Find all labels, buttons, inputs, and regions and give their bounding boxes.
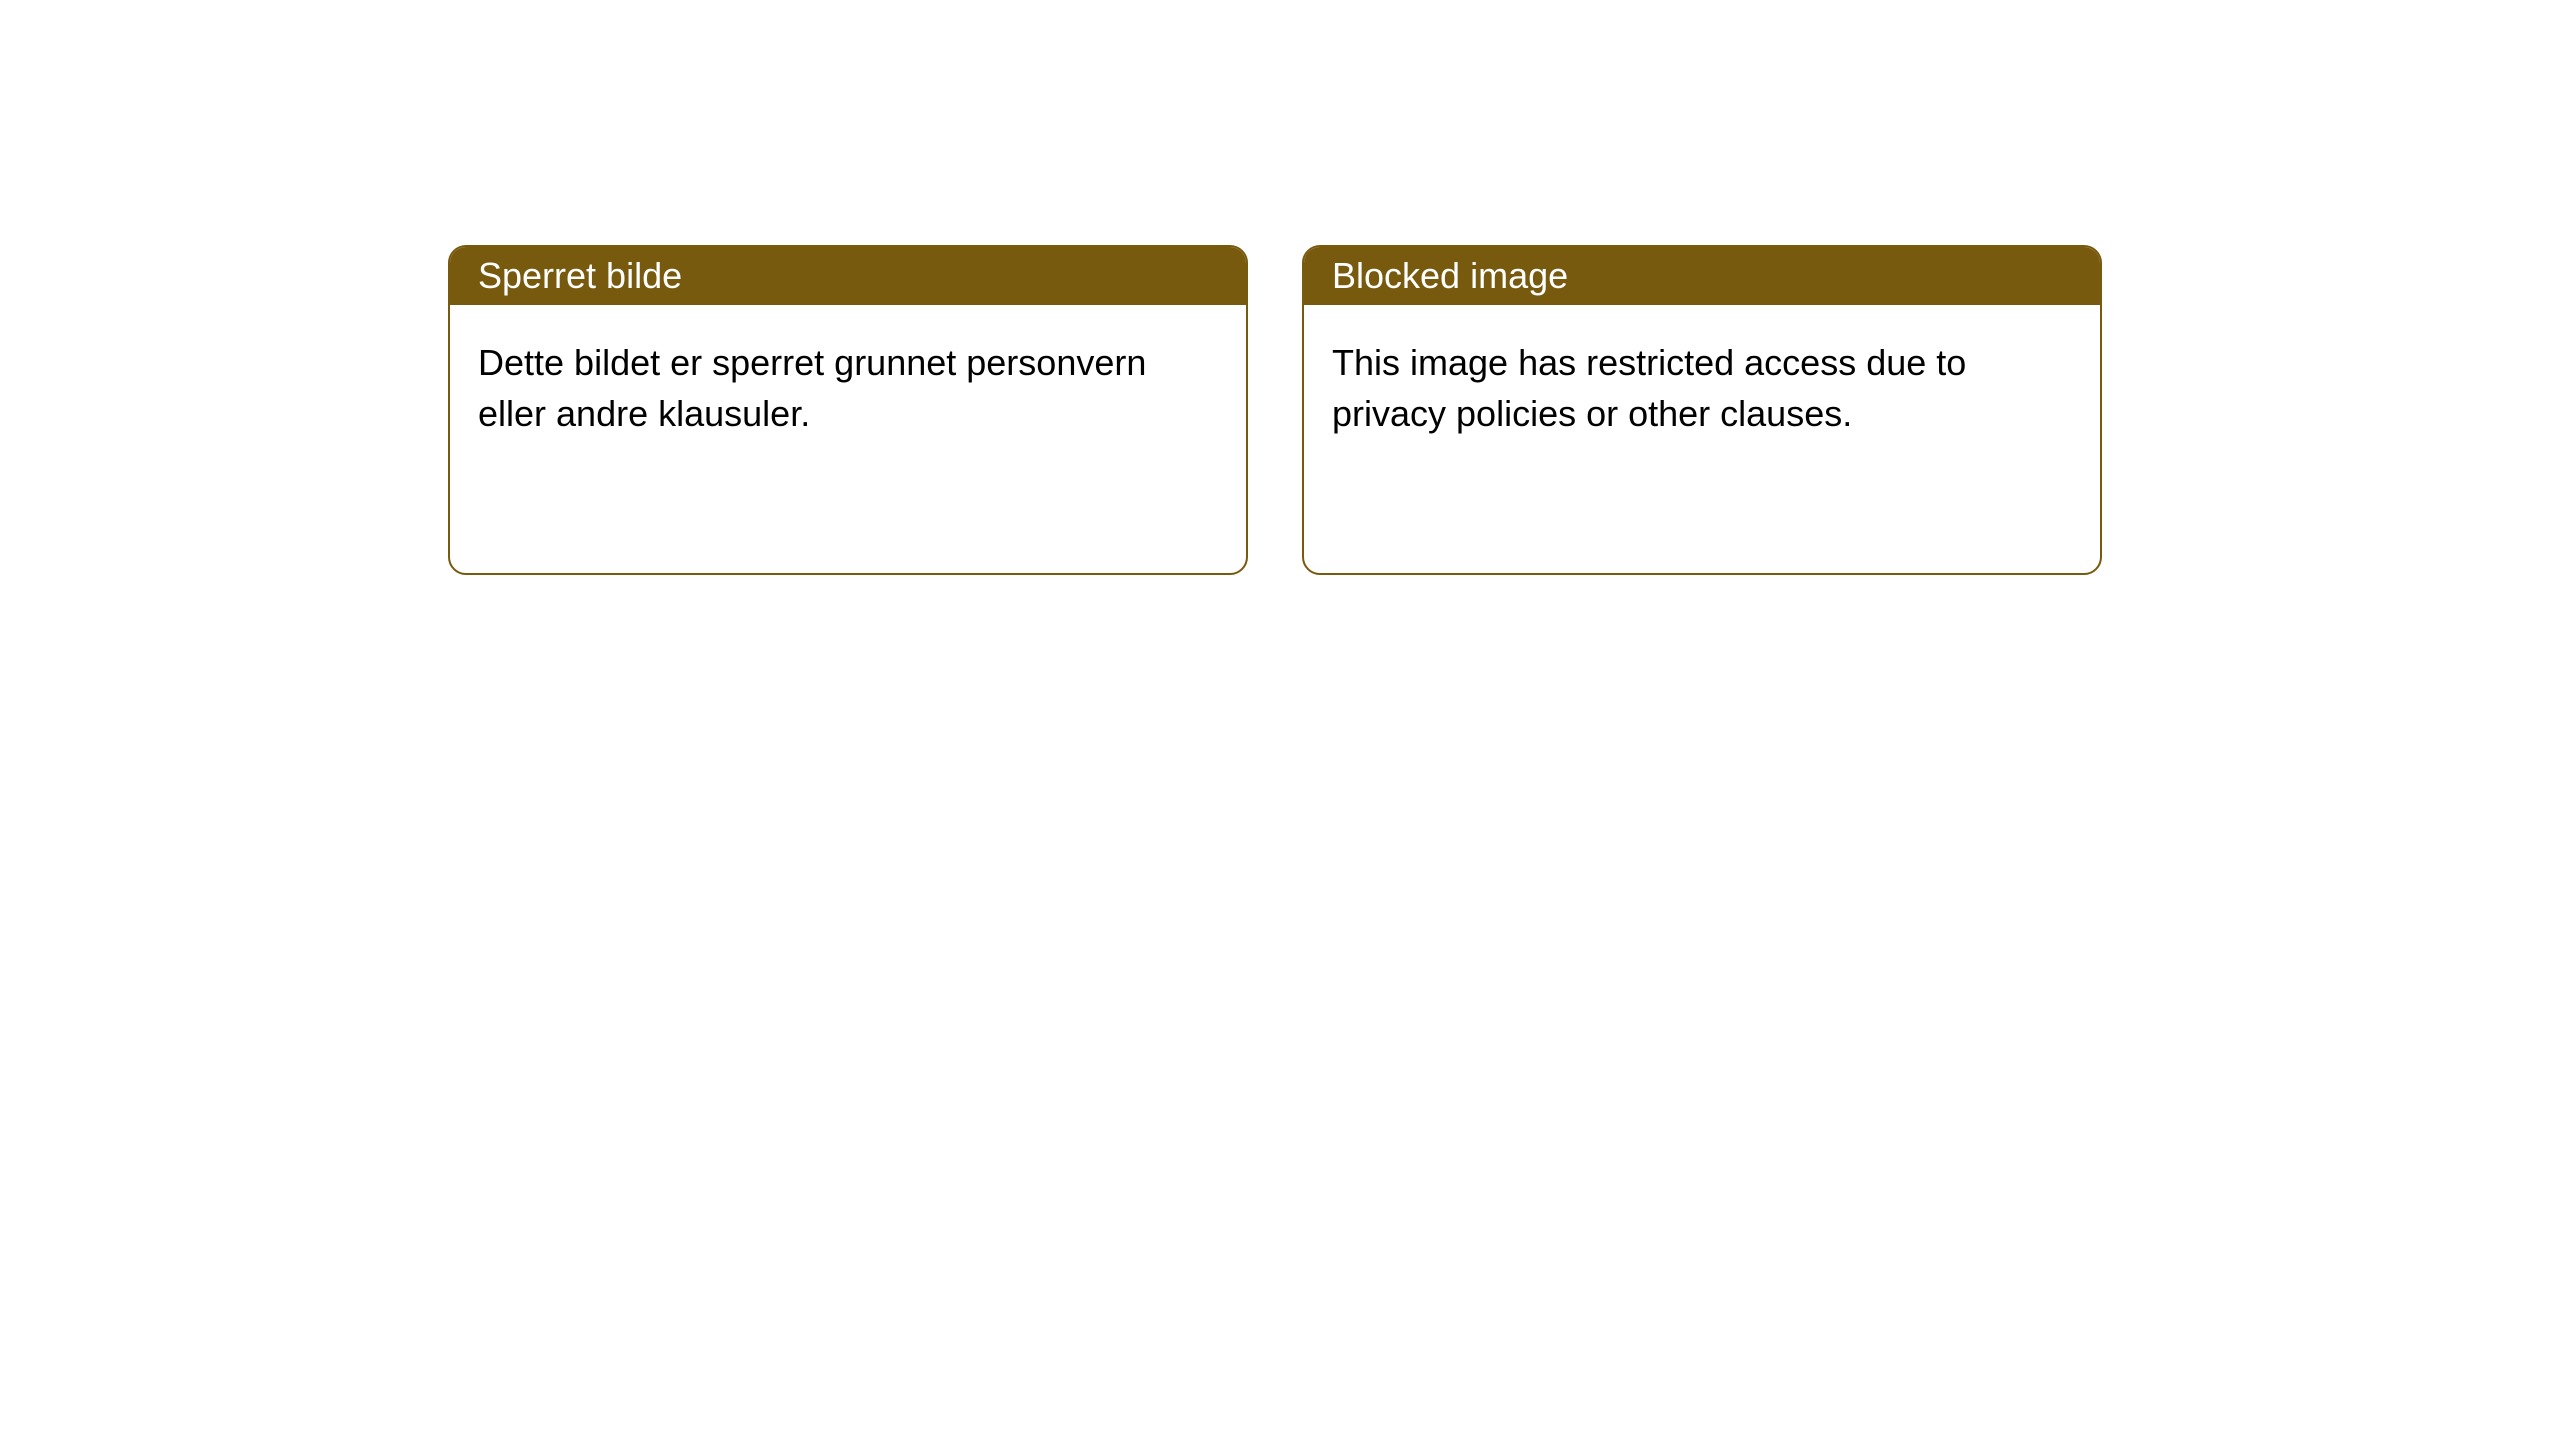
notice-message: Dette bildet er sperret grunnet personve…: [478, 342, 1146, 434]
notice-title: Blocked image: [1332, 255, 1568, 296]
notice-header: Sperret bilde: [450, 247, 1246, 305]
notice-card-english: Blocked image This image has restricted …: [1302, 245, 2102, 575]
notice-message: This image has restricted access due to …: [1332, 342, 1966, 434]
notice-body: Dette bildet er sperret grunnet personve…: [450, 305, 1246, 471]
notice-title: Sperret bilde: [478, 255, 682, 296]
notice-card-norwegian: Sperret bilde Dette bildet er sperret gr…: [448, 245, 1248, 575]
notice-container: Sperret bilde Dette bildet er sperret gr…: [0, 0, 2560, 575]
notice-header: Blocked image: [1304, 247, 2100, 305]
notice-body: This image has restricted access due to …: [1304, 305, 2100, 471]
